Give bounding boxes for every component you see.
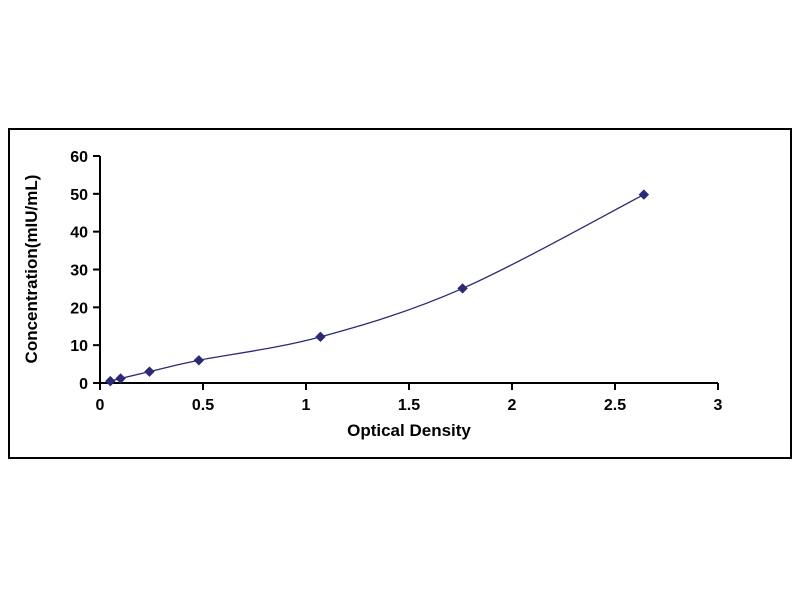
x-tick-label: 0	[96, 397, 105, 414]
series-line	[110, 194, 645, 382]
data-point-marker	[315, 331, 326, 343]
x-tick-label: 2	[508, 397, 517, 414]
y-tick-label: 60	[70, 149, 88, 166]
data-point-marker	[144, 366, 155, 377]
y-tick-label: 10	[70, 338, 88, 355]
x-tick-label: 0.5	[192, 397, 214, 414]
chart-frame: 0 10 20 30 40 50 60 0 0.5 1 1.5 2 2.5 3 Optical Dens…	[8, 128, 792, 459]
y-tick-label: 0	[79, 376, 88, 393]
y-axis-title: Concentration(mIU/mL)	[22, 175, 41, 364]
standard-curve-plot: 0 10 20 30 40 50 60 0 0.5 1 1.5 2 2.5 3 Optical Dens…	[22, 149, 723, 440]
data-point-marker	[457, 283, 468, 294]
x-tick-label: 1	[302, 397, 311, 414]
data-point-marker	[105, 375, 116, 387]
x-axis-title: Optical Density	[347, 421, 471, 440]
y-tick-label: 20	[70, 300, 88, 317]
data-point-marker	[638, 189, 650, 200]
y-axis: 0 10 20 30 40 50 60	[70, 149, 101, 393]
x-tick-label: 1.5	[398, 397, 420, 414]
x-tick-label: 3	[714, 397, 723, 414]
x-tick-label: 2.5	[604, 397, 626, 414]
data-series	[105, 189, 650, 387]
x-axis: 0 0.5 1 1.5 2 2.5 3	[96, 382, 723, 414]
data-point-marker	[115, 373, 126, 384]
y-tick-label: 50	[70, 187, 88, 204]
data-point-marker	[193, 355, 205, 366]
y-tick-label: 40	[70, 225, 88, 242]
y-tick-label: 30	[70, 263, 88, 280]
